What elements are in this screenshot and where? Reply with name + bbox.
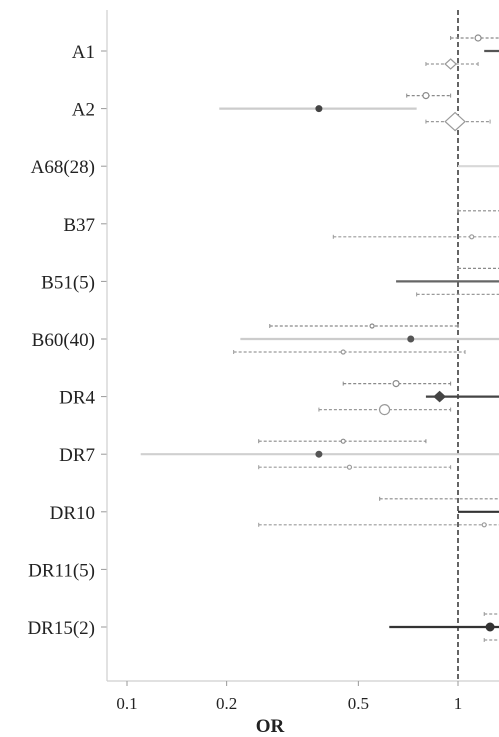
estimate-marker [444, 111, 466, 132]
group-label: B60(40) [32, 330, 95, 351]
x-tick-label: 1 [454, 694, 463, 713]
group-label: A68(28) [31, 157, 95, 178]
estimate-marker [469, 234, 475, 240]
estimate-marker [485, 622, 495, 632]
estimate-marker [340, 349, 346, 355]
estimate-marker [392, 380, 400, 388]
estimate-marker [346, 464, 353, 470]
x-tick-label: 0.2 [216, 694, 237, 713]
estimate-marker [340, 438, 346, 444]
group-label: DR7 [59, 445, 95, 466]
x-axis: 0.10.20.51251020 [116, 681, 463, 713]
group-labels: A1 A2 A68(28) B37 B51(5) B60(40) DR4 DR7 DR10 DR1… [27, 42, 107, 639]
group-label: DR15(2) [27, 618, 95, 639]
x-tick-label: 0.1 [116, 694, 137, 713]
estimate-marker [474, 34, 482, 42]
group-label: DR10 [50, 503, 95, 524]
estimate-marker [315, 450, 323, 458]
estimate-marker [369, 323, 375, 329]
estimate-marker [422, 91, 430, 100]
estimate-marker [315, 105, 323, 113]
group-label: B37 [63, 215, 95, 236]
x-axis-label: OR [256, 716, 285, 737]
group-label: DR11(5) [28, 560, 95, 581]
estimate-marker [481, 522, 487, 528]
group-label: DR4 [59, 388, 95, 409]
plot-area [106, 10, 499, 682]
x-tick-label: 0.5 [348, 694, 369, 713]
group-label: A1 [72, 42, 95, 63]
estimate-marker [407, 335, 415, 343]
estimate-marker [444, 58, 458, 70]
group-label: B51(5) [41, 272, 95, 293]
group-label: A2 [72, 100, 95, 121]
estimate-marker [433, 390, 447, 403]
estimate-marker [378, 404, 391, 416]
